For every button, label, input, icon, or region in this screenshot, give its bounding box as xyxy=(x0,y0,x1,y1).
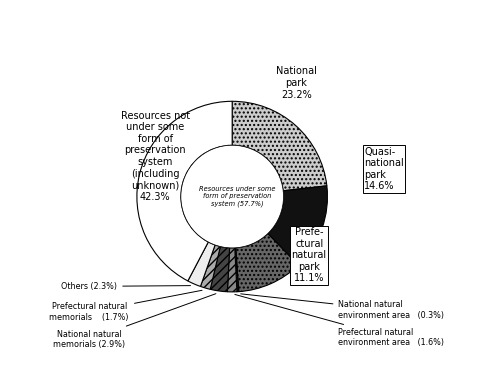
Wedge shape xyxy=(268,186,328,265)
Text: Prefectural natural
environment area   (1.6%): Prefectural natural environment area (1.… xyxy=(235,295,444,348)
Text: Others (2.3%): Others (2.3%) xyxy=(61,282,190,291)
Wedge shape xyxy=(232,101,327,191)
Circle shape xyxy=(181,145,284,248)
Text: Quasi-
national
park
14.6%: Quasi- national park 14.6% xyxy=(364,147,404,192)
Wedge shape xyxy=(235,233,298,291)
Text: Prefe-
ctural
natural
park
11.1%: Prefe- ctural natural park 11.1% xyxy=(292,227,327,283)
Text: National natural
memorials (2.9%): National natural memorials (2.9%) xyxy=(53,294,216,349)
Text: Prefectural natural
memorials    (1.7%): Prefectural natural memorials (1.7%) xyxy=(50,290,202,322)
Wedge shape xyxy=(188,242,215,286)
Wedge shape xyxy=(235,248,239,292)
Text: National
park
23.2%: National park 23.2% xyxy=(276,66,317,99)
Text: Resources under some
form of preservation
system (57.7%): Resources under some form of preservatio… xyxy=(199,186,276,207)
Text: National natural
environment area   (0.3%): National natural environment area (0.3%) xyxy=(240,294,444,320)
Wedge shape xyxy=(137,101,232,281)
Wedge shape xyxy=(210,247,229,292)
Wedge shape xyxy=(200,245,220,289)
Wedge shape xyxy=(227,248,237,292)
Text: Resources not
under some
form of
preservation
system
(including
unknown)
42.3%: Resources not under some form of preserv… xyxy=(121,111,190,202)
